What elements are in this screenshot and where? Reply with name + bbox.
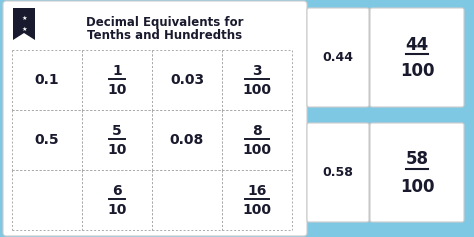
Text: 16: 16 — [247, 184, 267, 198]
Text: 5: 5 — [112, 124, 122, 138]
Text: ★: ★ — [21, 27, 27, 32]
FancyBboxPatch shape — [307, 8, 369, 107]
Text: 6: 6 — [112, 184, 122, 198]
Text: 100: 100 — [243, 83, 272, 97]
Text: ★: ★ — [21, 15, 27, 20]
Text: 10: 10 — [107, 203, 127, 217]
Text: 1: 1 — [112, 64, 122, 78]
Polygon shape — [13, 8, 35, 40]
Text: 8: 8 — [252, 124, 262, 138]
Text: 10: 10 — [107, 143, 127, 157]
Text: 0.44: 0.44 — [322, 51, 354, 64]
Text: 100: 100 — [400, 63, 434, 81]
Text: 100: 100 — [400, 178, 434, 196]
Text: 0.58: 0.58 — [323, 166, 354, 179]
Text: 44: 44 — [405, 36, 428, 54]
Text: Tenths and Hundredths: Tenths and Hundredths — [87, 28, 243, 41]
Text: 10: 10 — [107, 83, 127, 97]
FancyBboxPatch shape — [307, 123, 369, 222]
Text: 0.03: 0.03 — [170, 73, 204, 87]
Text: Decimal Equivalents for: Decimal Equivalents for — [86, 15, 244, 28]
FancyBboxPatch shape — [370, 8, 464, 107]
Text: 100: 100 — [243, 203, 272, 217]
FancyBboxPatch shape — [3, 1, 307, 236]
Text: 0.5: 0.5 — [35, 133, 59, 147]
FancyBboxPatch shape — [370, 123, 464, 222]
Text: 0.08: 0.08 — [170, 133, 204, 147]
Text: 0.1: 0.1 — [35, 73, 59, 87]
Text: 100: 100 — [243, 143, 272, 157]
Text: 3: 3 — [252, 64, 262, 78]
Text: 58: 58 — [405, 150, 428, 169]
